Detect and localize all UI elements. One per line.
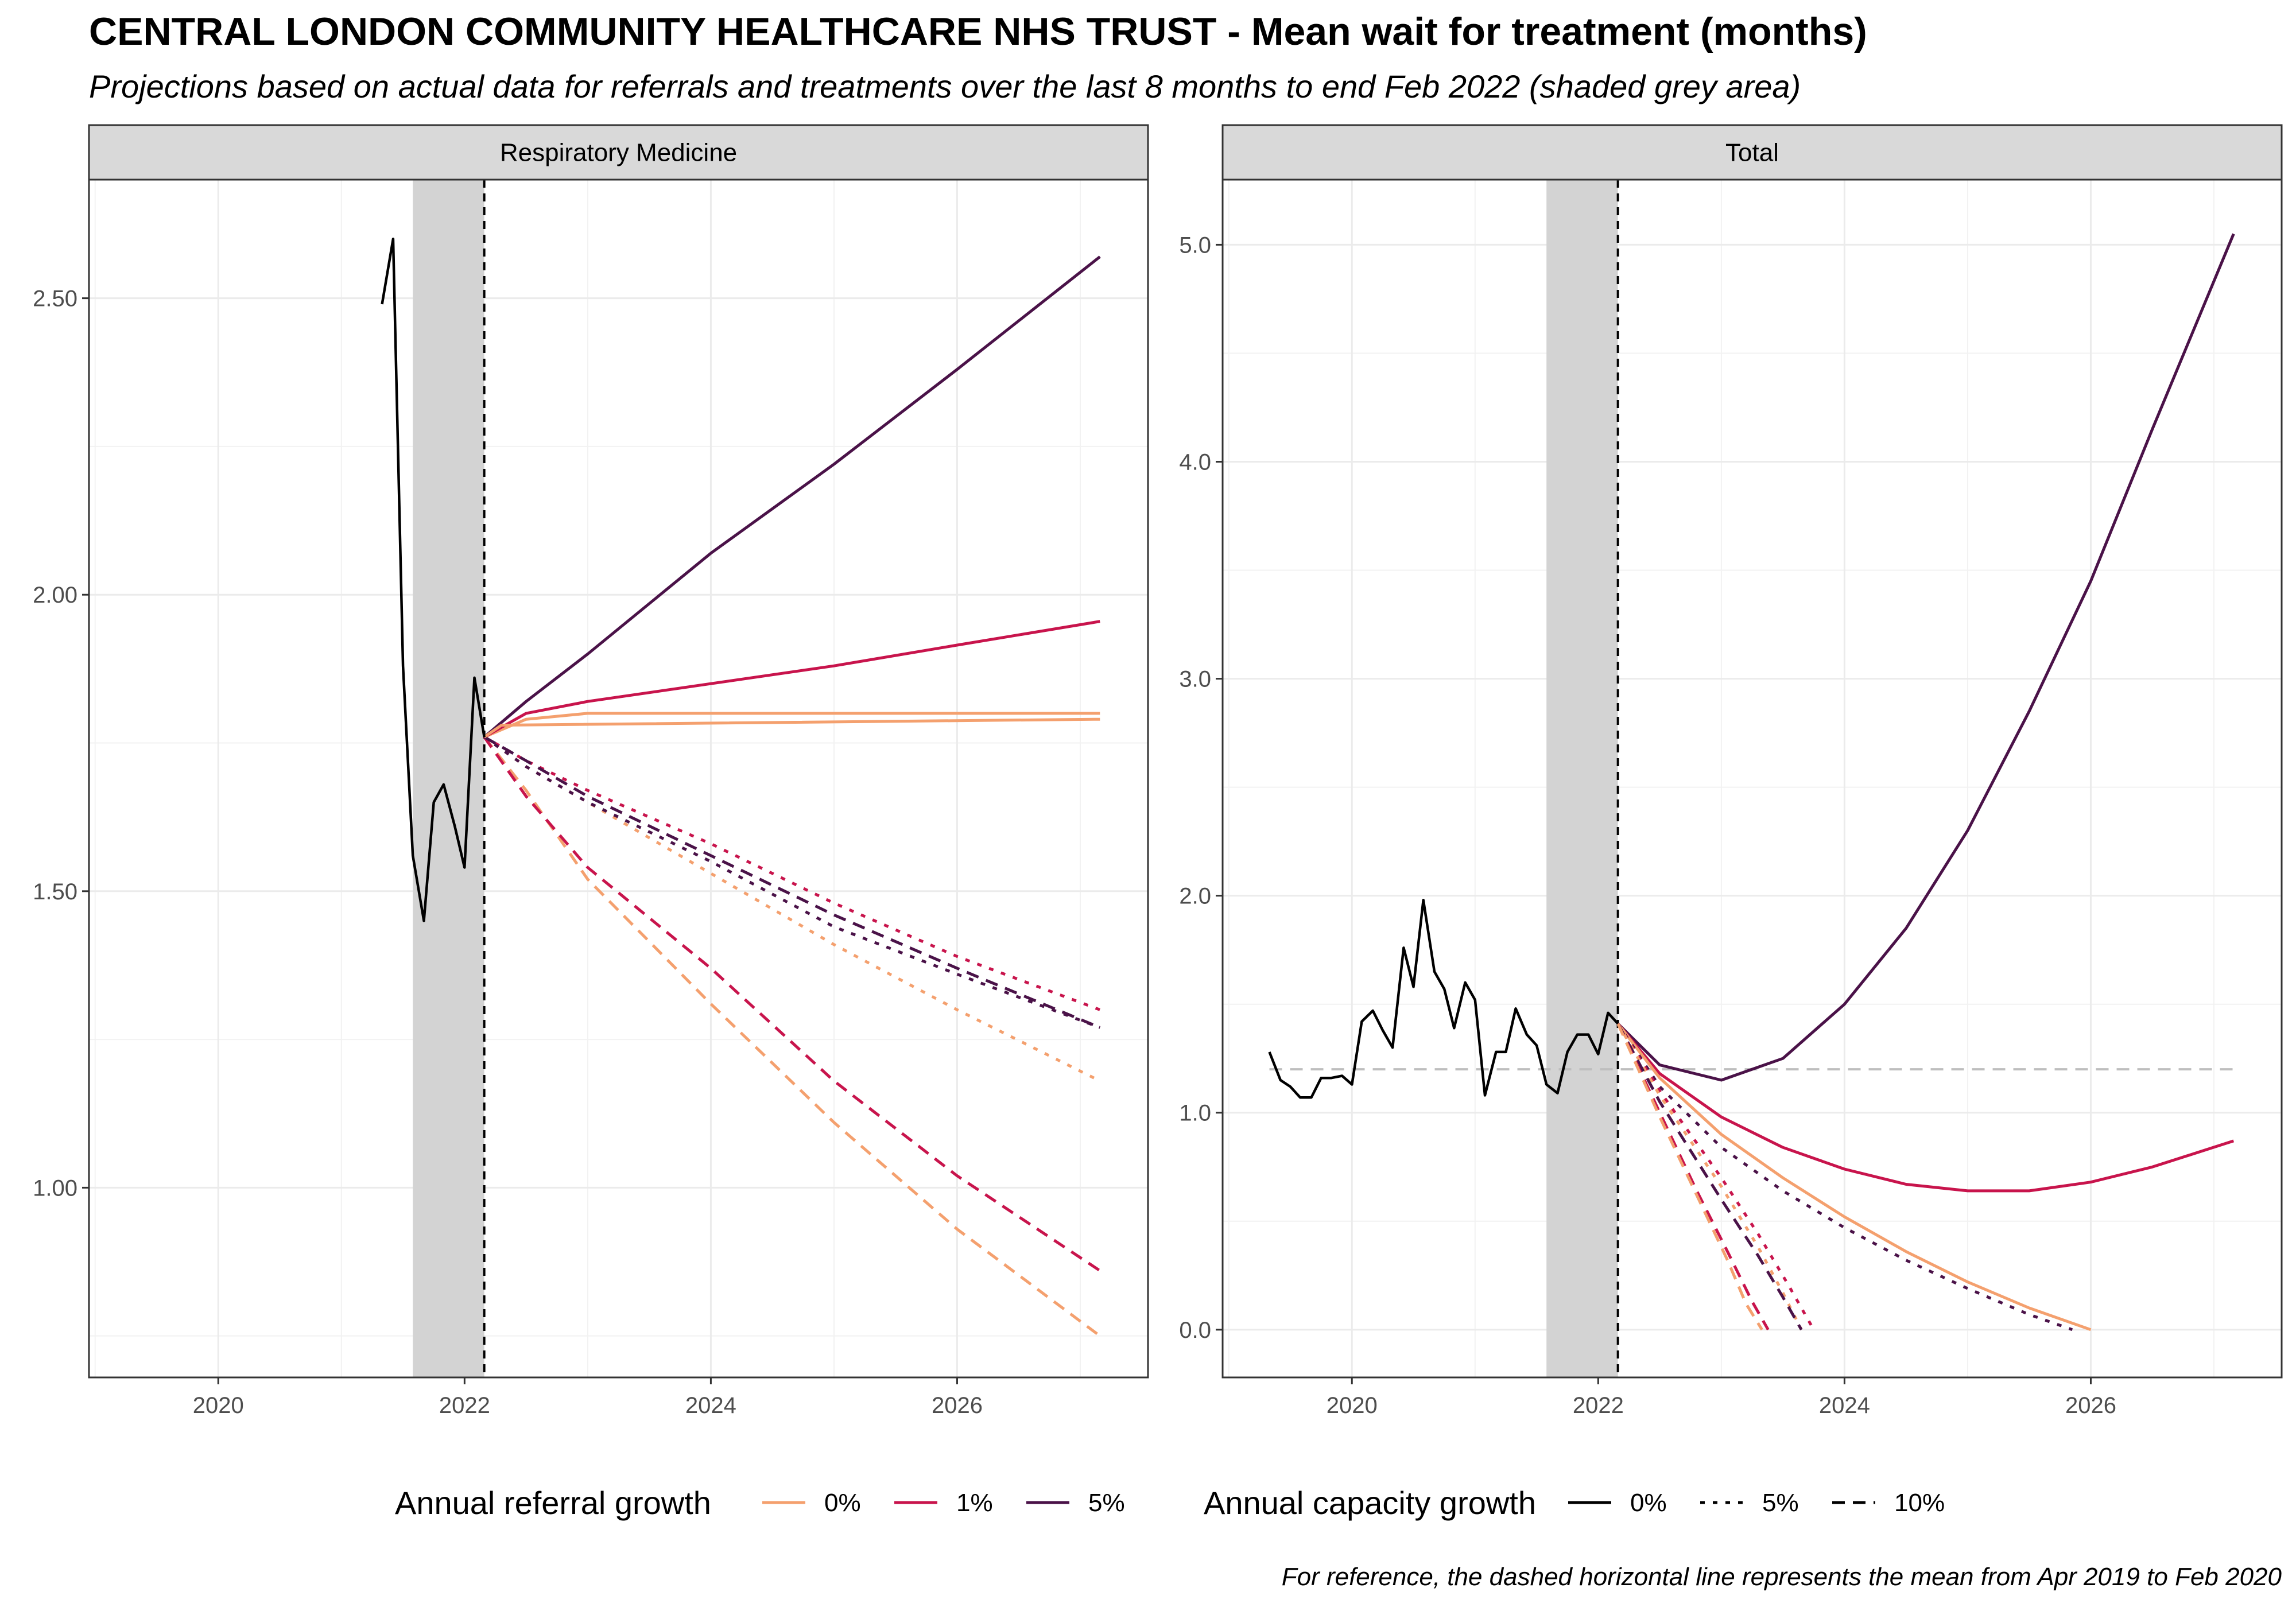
y-tick-label: 1.00 xyxy=(33,1175,77,1201)
x-tick-label: 2026 xyxy=(2065,1393,2116,1418)
chart-caption: For reference, the dashed horizontal lin… xyxy=(1282,1563,2282,1591)
series-line xyxy=(1616,1023,2073,1332)
legend: Annual referral growth 0% 1% 5% Annual capac… xyxy=(395,1485,1945,1521)
series-line xyxy=(483,620,1100,739)
series-line xyxy=(483,712,1100,739)
series-line xyxy=(1616,233,2235,1082)
series-line xyxy=(1616,1023,1763,1331)
shaded-period xyxy=(413,180,484,1377)
panel-border xyxy=(88,178,1149,1379)
series-line xyxy=(1616,1023,1770,1331)
series-line xyxy=(483,255,1101,739)
x-tick-label: 2022 xyxy=(439,1393,490,1418)
x-tick-label: 2022 xyxy=(1573,1393,1624,1418)
y-tick-label: 1.0 xyxy=(1179,1101,1211,1126)
x-tick-label: 2026 xyxy=(932,1393,983,1418)
facet-strip-label: Respiratory Medicine xyxy=(500,139,737,167)
x-tick-label: 2020 xyxy=(1327,1393,1378,1418)
legend-label: 10% xyxy=(1894,1489,1945,1517)
actual-line xyxy=(381,238,486,922)
series-line xyxy=(1616,1023,2235,1193)
y-tick-label: 5.0 xyxy=(1179,232,1211,258)
legend-title: Annual referral growth xyxy=(395,1485,711,1521)
series-line xyxy=(1616,1023,2092,1332)
legend-label: 5% xyxy=(1088,1489,1125,1517)
chart-title: CENTRAL LONDON COMMUNITY HEALTHCARE NHS … xyxy=(89,10,1867,53)
facet-panel: Respiratory Medicine 2020 2022 2024 2026 1.00… xyxy=(33,124,1149,1418)
legend-label: 5% xyxy=(1762,1489,1799,1517)
series-line xyxy=(1616,1023,1815,1331)
y-tick-label: 4.0 xyxy=(1179,450,1211,475)
legend-label: 0% xyxy=(1630,1489,1667,1517)
facet-panel: Total 2020 2022 2024 2026 0.0 1.0 2.0 3.0 4.0 5.0 xyxy=(1179,124,2283,1418)
x-tick-label: 2024 xyxy=(685,1393,736,1418)
y-tick-label: 2.00 xyxy=(33,583,77,608)
x-tick-label: 2024 xyxy=(1819,1393,1870,1418)
series-line xyxy=(483,736,1101,1029)
y-tick-label: 2.0 xyxy=(1179,884,1211,909)
x-tick-label: 2020 xyxy=(193,1393,244,1418)
chart-subtitle: Projections based on actual data for ref… xyxy=(89,68,1801,104)
series-line xyxy=(1616,1023,1803,1331)
series-line xyxy=(483,736,1101,1272)
series-line xyxy=(483,717,1100,739)
facet-strip xyxy=(1221,124,2283,181)
legend-label: 0% xyxy=(824,1489,861,1517)
series-line xyxy=(483,736,1101,1337)
series-line xyxy=(1616,1023,1803,1330)
series-line xyxy=(483,736,1101,1011)
y-tick-label: 2.50 xyxy=(33,286,77,312)
y-tick-label: 0.0 xyxy=(1179,1318,1211,1343)
legend-label: 1% xyxy=(956,1489,993,1517)
actual-line xyxy=(1268,898,1619,1099)
shaded-period xyxy=(1546,180,1618,1377)
facet-strip xyxy=(88,124,1149,181)
panel-border xyxy=(1221,178,2283,1379)
series-line xyxy=(483,736,1101,1029)
legend-title: Annual capacity growth xyxy=(1204,1485,1536,1521)
y-tick-label: 1.50 xyxy=(33,879,77,905)
facet-strip-label: Total xyxy=(1725,139,1779,167)
y-tick-label: 3.0 xyxy=(1179,667,1211,692)
